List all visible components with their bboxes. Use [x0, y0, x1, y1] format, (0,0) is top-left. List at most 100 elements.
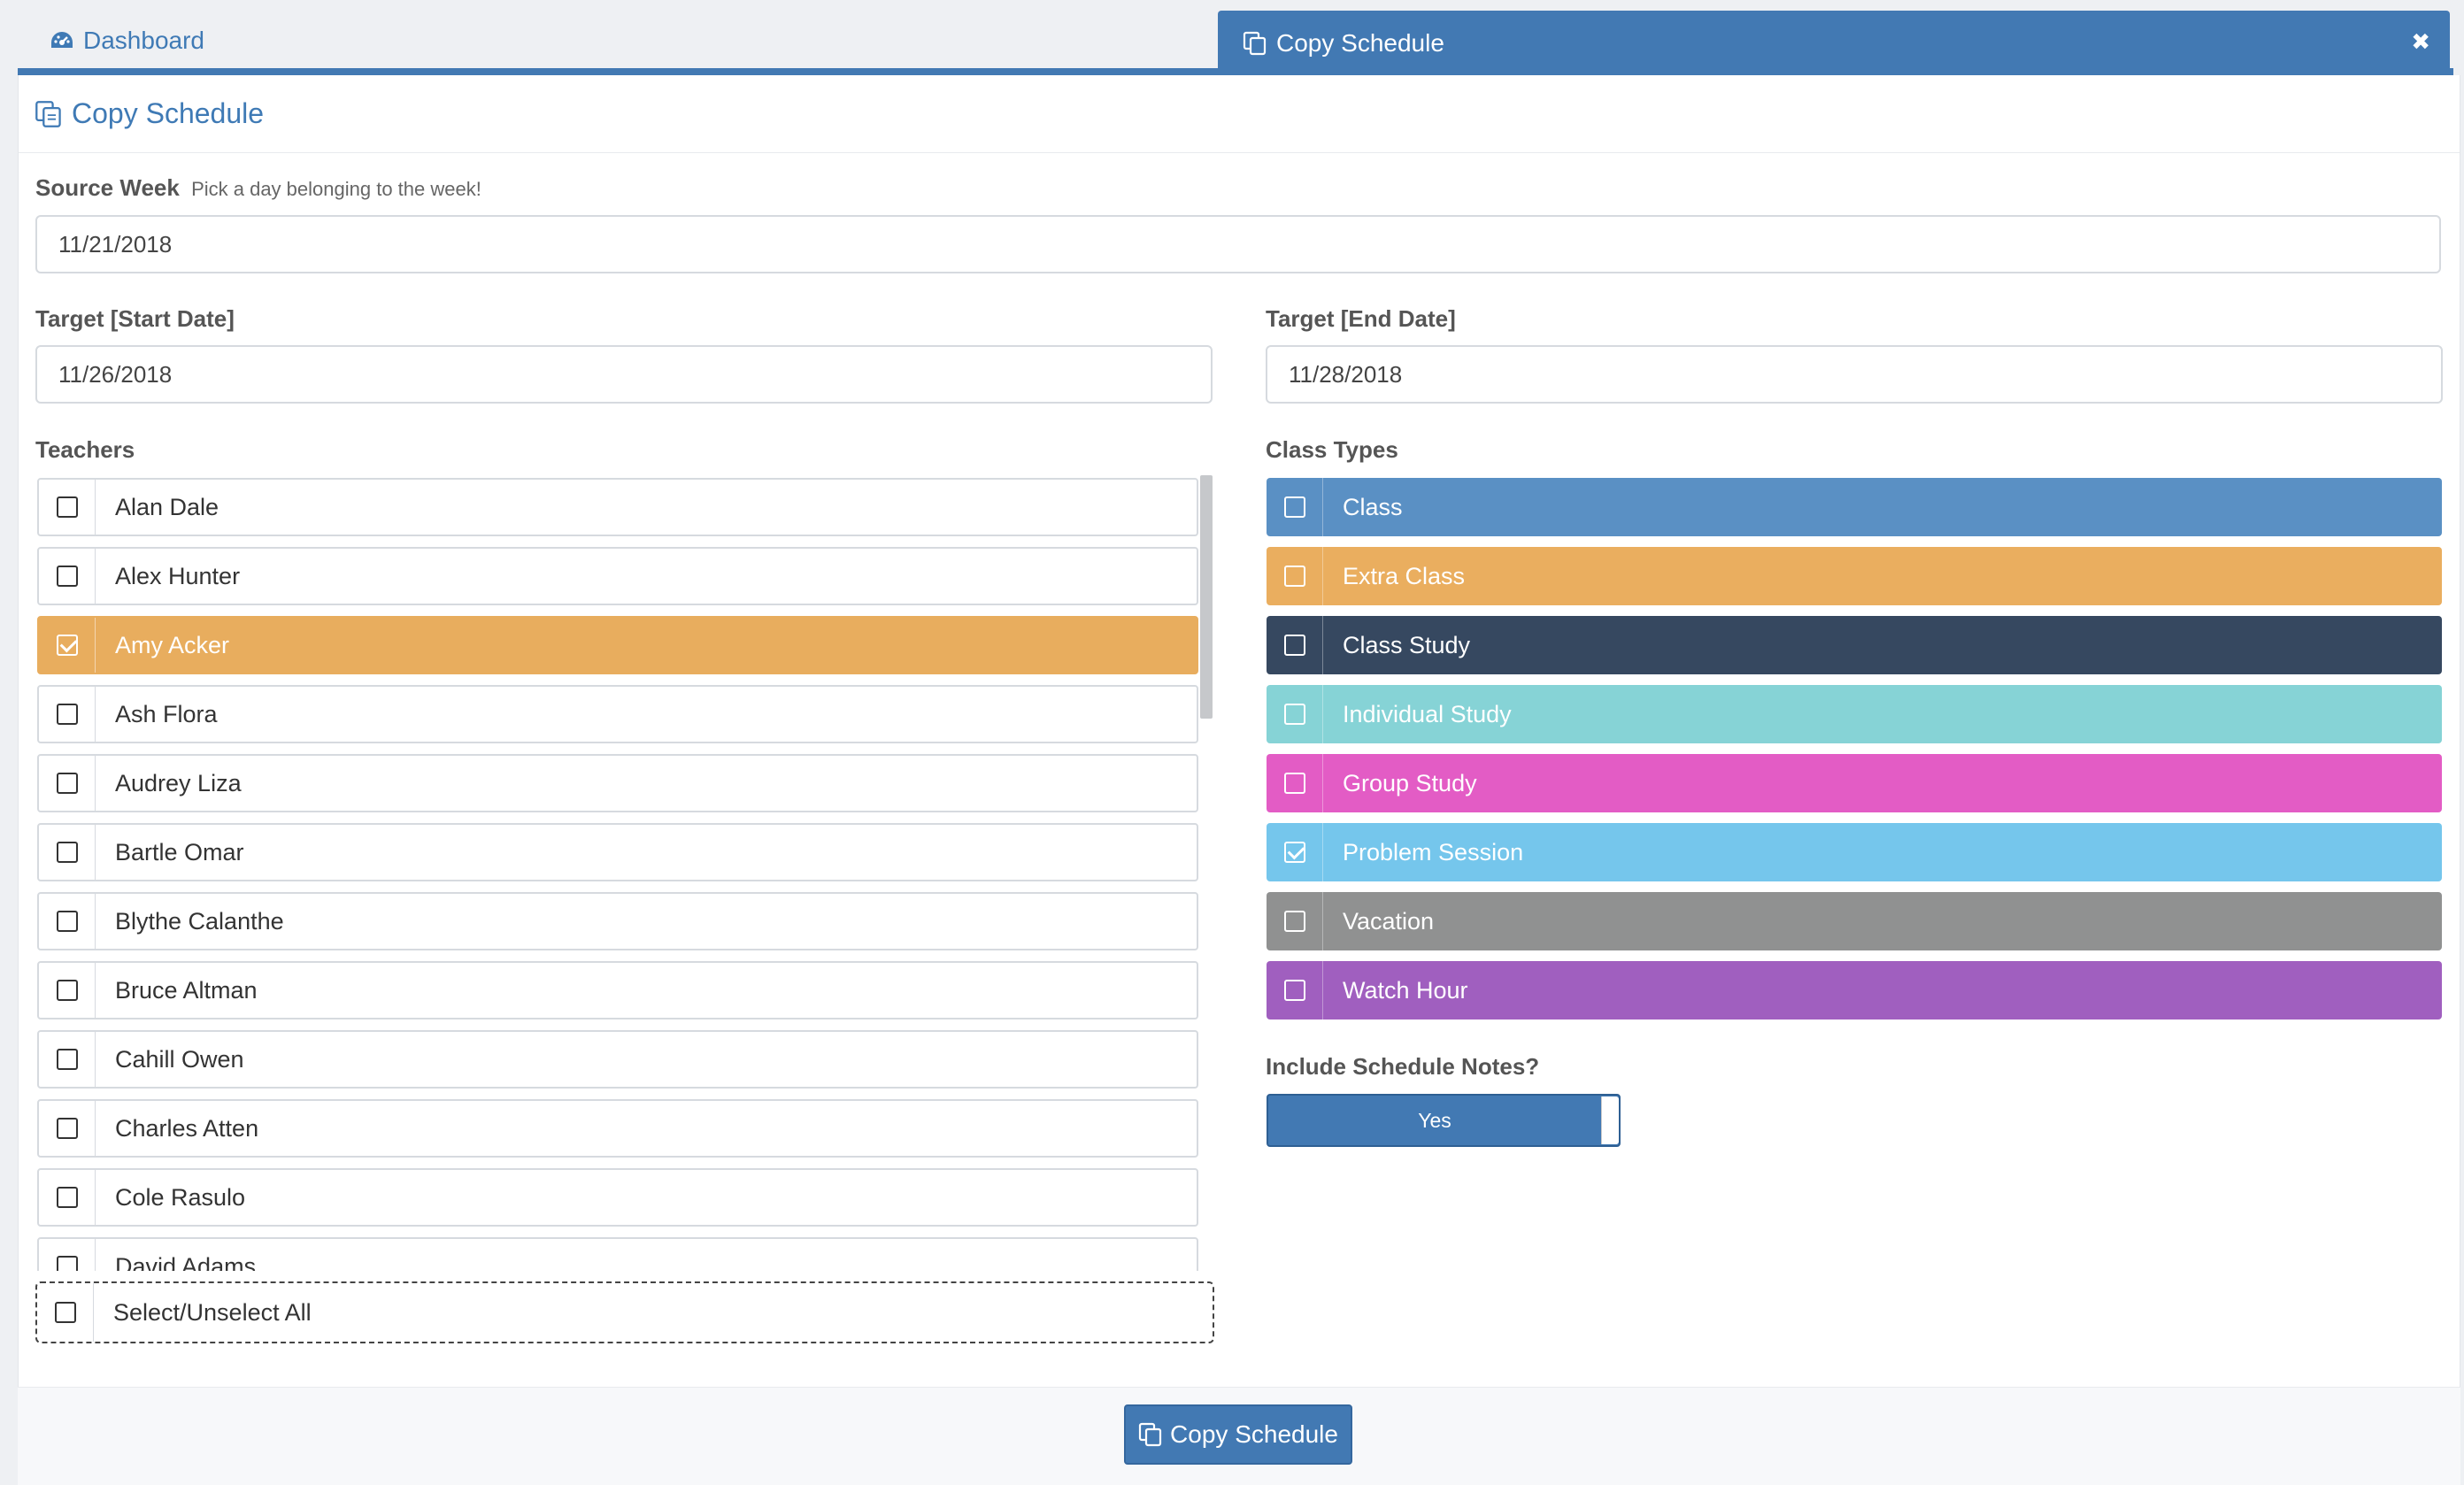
teacher-item[interactable]: Bartle Omar [37, 823, 1198, 881]
teacher-name: Cahill Owen [115, 1045, 244, 1073]
teacher-checkbox[interactable] [56, 980, 78, 1001]
close-icon[interactable]: ✖ [2411, 28, 2430, 55]
teacher-checkbox[interactable] [56, 566, 78, 587]
teacher-checkbox-cell [39, 618, 96, 673]
teacher-item[interactable]: Bruce Altman [37, 961, 1198, 1019]
target-end-input[interactable] [1266, 345, 2443, 404]
class-type-item[interactable]: Group Study [1267, 754, 2442, 812]
teacher-checkbox[interactable] [56, 1118, 78, 1139]
teacher-item[interactable]: Charles Atten [37, 1099, 1198, 1158]
class-type-item[interactable]: Extra Class [1267, 547, 2442, 605]
teacher-checkbox[interactable] [56, 635, 78, 656]
target-end-label: Target [End Date] [1266, 305, 1456, 332]
class-type-checkbox[interactable] [1283, 704, 1305, 725]
select-all-checkbox[interactable] [54, 1302, 76, 1323]
copy-icon [1243, 31, 1267, 56]
teacher-name: Blythe Calanthe [115, 907, 284, 935]
select-all-label: Select/Unselect All [113, 1298, 312, 1326]
tab-bar: Dashboard Copy Schedule ✖ [0, 0, 2464, 75]
tab-underline [18, 68, 2453, 75]
select-all-row[interactable]: Select/Unselect All [35, 1281, 1214, 1343]
teacher-item[interactable]: Blythe Calanthe [37, 892, 1198, 950]
teacher-item[interactable]: Alan Dale [37, 478, 1198, 536]
class-type-checkbox[interactable] [1283, 842, 1305, 863]
copy-icon [1138, 1422, 1163, 1447]
teacher-item[interactable]: Ash Flora [37, 685, 1198, 743]
class-type-name: Group Study [1343, 769, 1477, 796]
teachers-label: Teachers [35, 436, 135, 463]
class-types-label: Class Types [1266, 436, 1398, 463]
class-type-checkbox[interactable] [1283, 980, 1305, 1001]
class-type-checkbox-cell [1267, 892, 1323, 950]
class-type-item[interactable]: Vacation [1267, 892, 2442, 950]
teacher-checkbox-cell [39, 549, 96, 604]
class-type-checkbox-cell [1267, 547, 1323, 605]
teacher-checkbox-cell [39, 894, 96, 949]
class-type-item[interactable]: Individual Study [1267, 685, 2442, 743]
class-type-name: Extra Class [1343, 562, 1466, 589]
teacher-name: Bartle Omar [115, 838, 244, 866]
class-type-checkbox[interactable] [1283, 635, 1305, 656]
teacher-name: Alex Hunter [115, 562, 241, 589]
class-type-name: Problem Session [1343, 838, 1524, 866]
teacher-checkbox[interactable] [56, 911, 78, 932]
class-type-name: Class [1343, 493, 1403, 520]
source-week-hint: Pick a day belonging to the week! [191, 178, 481, 200]
tab-copy-schedule[interactable]: Copy Schedule ✖ [1218, 11, 2450, 75]
teacher-name: Cole Rasulo [115, 1183, 246, 1211]
teacher-checkbox-cell [39, 1101, 96, 1156]
panel-header: Copy Schedule [19, 75, 2460, 153]
teacher-name: David Adams [115, 1252, 257, 1272]
teacher-name: Ash Flora [115, 700, 218, 727]
class-type-item[interactable]: Class Study [1267, 616, 2442, 674]
teacher-list-scrollbar[interactable] [1200, 475, 1213, 719]
class-type-checkbox-cell [1267, 685, 1323, 743]
toggle-handle[interactable] [1601, 1096, 1619, 1144]
copy-schedule-button[interactable]: Copy Schedule [1124, 1404, 1352, 1465]
teacher-checkbox-cell [39, 687, 96, 742]
class-type-checkbox-cell [1267, 754, 1323, 812]
source-week-input[interactable] [35, 215, 2441, 273]
teacher-checkbox[interactable] [56, 704, 78, 725]
source-week-label: Source Week Pick a day belonging to the … [35, 174, 481, 202]
class-type-checkbox[interactable] [1283, 911, 1305, 932]
tab-dashboard-label: Dashboard [83, 27, 204, 54]
tab-dashboard[interactable]: Dashboard [50, 23, 204, 58]
teacher-checkbox[interactable] [56, 1049, 78, 1070]
teacher-item[interactable]: Amy Acker [37, 616, 1198, 674]
class-type-item[interactable]: Problem Session [1267, 823, 2442, 881]
class-type-checkbox-cell [1267, 616, 1323, 674]
teacher-item[interactable]: Cahill Owen [37, 1030, 1198, 1089]
class-type-name: Class Study [1343, 631, 1471, 658]
teacher-checkbox[interactable] [56, 1187, 78, 1208]
teacher-name: Audrey Liza [115, 769, 242, 796]
teacher-name: Charles Atten [115, 1114, 259, 1142]
class-type-checkbox-cell [1267, 823, 1323, 881]
schedule-notes-toggle[interactable]: Yes [1267, 1094, 1621, 1147]
copy-schedule-button-label: Copy Schedule [1170, 1420, 1338, 1448]
teacher-item[interactable]: David Adams [37, 1237, 1198, 1271]
dashboard-icon [50, 30, 74, 51]
tab-copy-schedule-label: Copy Schedule [1276, 28, 1444, 57]
class-type-checkbox[interactable] [1283, 773, 1305, 794]
teacher-list[interactable]: Alan Dale Alex Hunter Amy Acker Ash Flora Au… [19, 478, 1216, 1271]
teacher-item[interactable]: Audrey Liza [37, 754, 1198, 812]
class-type-checkbox[interactable] [1283, 566, 1305, 587]
class-type-checkbox-cell [1267, 478, 1323, 536]
class-type-name: Individual Study [1343, 700, 1512, 727]
class-type-name: Vacation [1343, 907, 1435, 935]
teacher-checkbox[interactable] [56, 496, 78, 518]
teacher-checkbox[interactable] [56, 842, 78, 863]
teacher-checkbox[interactable] [56, 1256, 78, 1271]
schedule-notes-label: Include Schedule Notes? [1266, 1053, 1540, 1080]
teacher-checkbox[interactable] [56, 773, 78, 794]
teacher-item[interactable]: Alex Hunter [37, 547, 1198, 605]
class-type-item[interactable]: Class [1267, 478, 2442, 536]
teacher-item[interactable]: Cole Rasulo [37, 1168, 1198, 1227]
class-type-item[interactable]: Watch Hour [1267, 961, 2442, 1019]
class-type-checkbox[interactable] [1283, 496, 1305, 518]
target-start-input[interactable] [35, 345, 1213, 404]
teacher-checkbox-cell [39, 480, 96, 535]
source-week-label-text: Source Week [35, 174, 180, 201]
